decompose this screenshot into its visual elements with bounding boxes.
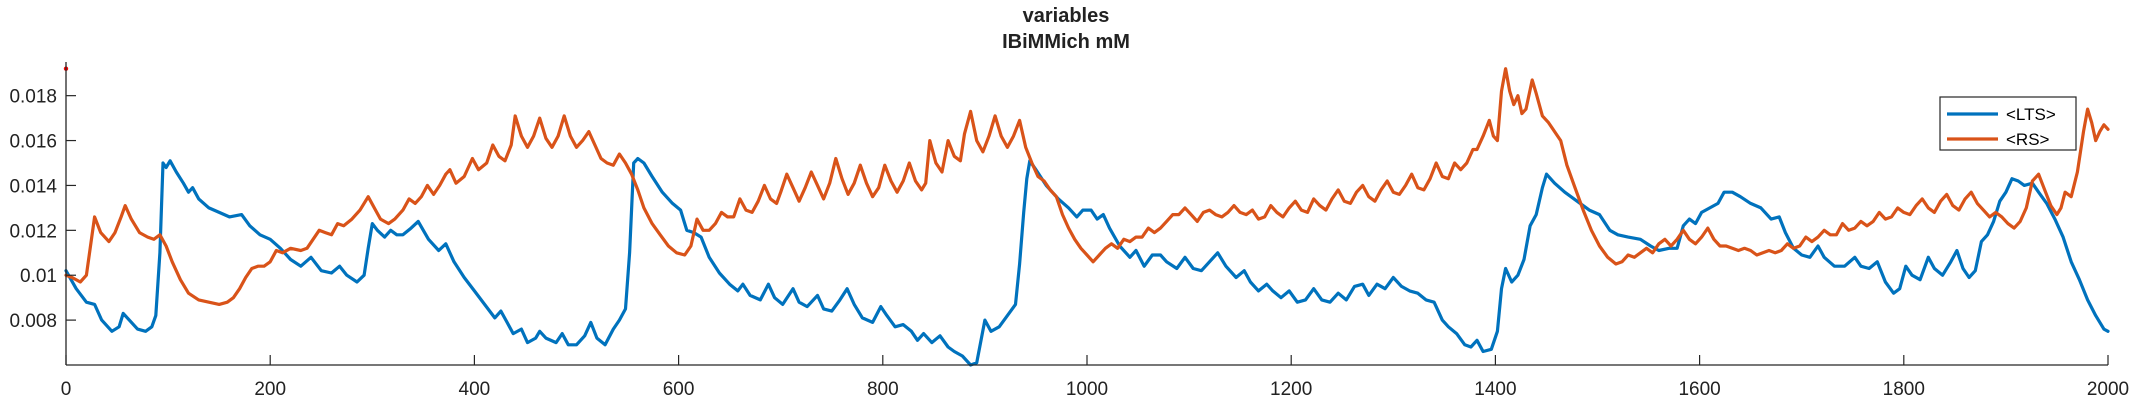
x-tick-label: 1400 [1474,379,1516,400]
x-tick-label: 2000 [2087,379,2129,400]
x-tick-label: 1200 [1270,379,1312,400]
y-tick-label: 0.01 [20,266,57,287]
y-tick-label: 0.008 [9,311,57,332]
x-tick-label: 200 [254,379,286,400]
series-line-lts [64,156,2110,367]
legend-label-lts: <LTS> [2006,105,2056,124]
axes-layer: 0 200 400 600 800 1000 1200 1400 1600 1800 2000 0.0… [9,62,2129,400]
x-tick-label: 400 [459,379,491,400]
x-tick-label: 1000 [1066,379,1108,400]
x-tick-label: 1800 [1883,379,1925,400]
chart-subtitle: IBiMMich mM [1002,31,1130,53]
x-tick-label: 0 [61,379,72,400]
chart-title: variables [1023,5,1110,27]
x-tick-label: 600 [663,379,695,400]
legend-box [1939,96,2077,151]
y-tick-label: 0.018 [9,87,57,108]
x-tick-label: 1600 [1678,379,1720,400]
x-tick-label: 800 [867,379,899,400]
y-tick-label: 0.016 [9,132,57,153]
y-tick-label: 0.012 [9,221,57,242]
series-line-rs [64,67,2110,306]
legend: <LTS> <RS> [1939,96,2077,151]
legend-label-rs: <RS> [2006,130,2050,149]
y-tick-label: 0.014 [9,176,57,197]
